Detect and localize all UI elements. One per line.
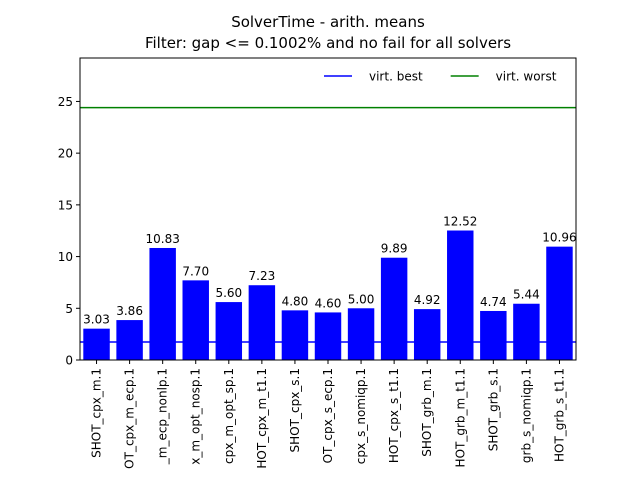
value-label: 5.44: [513, 288, 540, 302]
bar: [413, 309, 441, 360]
value-label: 7.70: [182, 264, 209, 278]
y-tick-label: 5: [65, 302, 73, 316]
bar: [116, 320, 143, 360]
value-label: 4.92: [414, 293, 441, 307]
y-tick-label: 10: [58, 250, 73, 264]
x-tick-label: _m_ecp_nonlp.1: [156, 368, 170, 465]
x-tick-label: SHOT_cpx_m.1: [90, 368, 104, 458]
y-tick-label: 15: [58, 198, 73, 212]
bar: [447, 230, 474, 360]
value-label: 4.80: [282, 294, 309, 308]
x-tick-label: SHOT_grb_s.1: [486, 368, 500, 451]
x-tick-label: HOT_grb_m_t1.1: [453, 368, 467, 467]
x-tick-label: grb_s_nomiqp.1: [519, 368, 533, 463]
x-tick-label: HOT_cpx_s_t1.1: [387, 368, 401, 463]
y-tick-label: 0: [65, 354, 73, 368]
value-label: 4.60: [315, 296, 342, 310]
bar: [314, 312, 342, 360]
bar: [546, 246, 573, 360]
bar: [281, 310, 309, 360]
bar: [83, 328, 110, 360]
value-label: 3.03: [83, 313, 110, 327]
bar: [513, 303, 540, 360]
bar: [182, 280, 209, 360]
value-label: 7.23: [249, 269, 276, 283]
value-label: 10.96: [542, 231, 576, 245]
x-tick-label: OT_cpx_s_ecp.1: [321, 368, 335, 463]
x-tick-label: HOT_grb_s_t1.1: [552, 368, 566, 462]
bar: [480, 310, 507, 360]
value-label: 3.86: [116, 304, 143, 318]
chart-subtitle: Filter: gap <= 0.1002% and no fail for a…: [145, 34, 511, 52]
value-label: 5.60: [215, 286, 242, 300]
value-label: 10.83: [145, 232, 179, 246]
bar: [347, 308, 375, 360]
bar: [215, 302, 243, 360]
bar: [248, 285, 276, 360]
y-tick-label: 25: [58, 95, 73, 109]
x-tick-label: cpx_s_nomiqp.1: [354, 368, 368, 464]
legend-label: virt. worst: [496, 70, 557, 84]
chart-title: SolverTime - arith. means: [231, 13, 425, 31]
bar: [380, 257, 408, 360]
x-tick-label: x_m_opt_nosp.1: [189, 368, 203, 465]
value-label: 5.00: [348, 292, 375, 306]
x-tick-label: SHOT_grb_m.1: [420, 368, 434, 457]
plot-frame: [79, 57, 577, 361]
x-tick-label: OT_cpx_m_ecp.1: [123, 368, 137, 469]
bar: [149, 247, 176, 360]
y-tick-label: 20: [58, 147, 73, 161]
x-tick-label: SHOT_cpx_s.1: [288, 368, 302, 452]
legend-label: virt. best: [369, 70, 423, 84]
x-tick-label: cpx_m_opt_sp.1: [222, 368, 236, 464]
value-label: 12.52: [443, 215, 477, 229]
x-tick-label: HOT_cpx_m_t1.1: [255, 368, 269, 469]
value-label: 9.89: [381, 242, 408, 256]
value-label: 4.74: [480, 295, 507, 309]
